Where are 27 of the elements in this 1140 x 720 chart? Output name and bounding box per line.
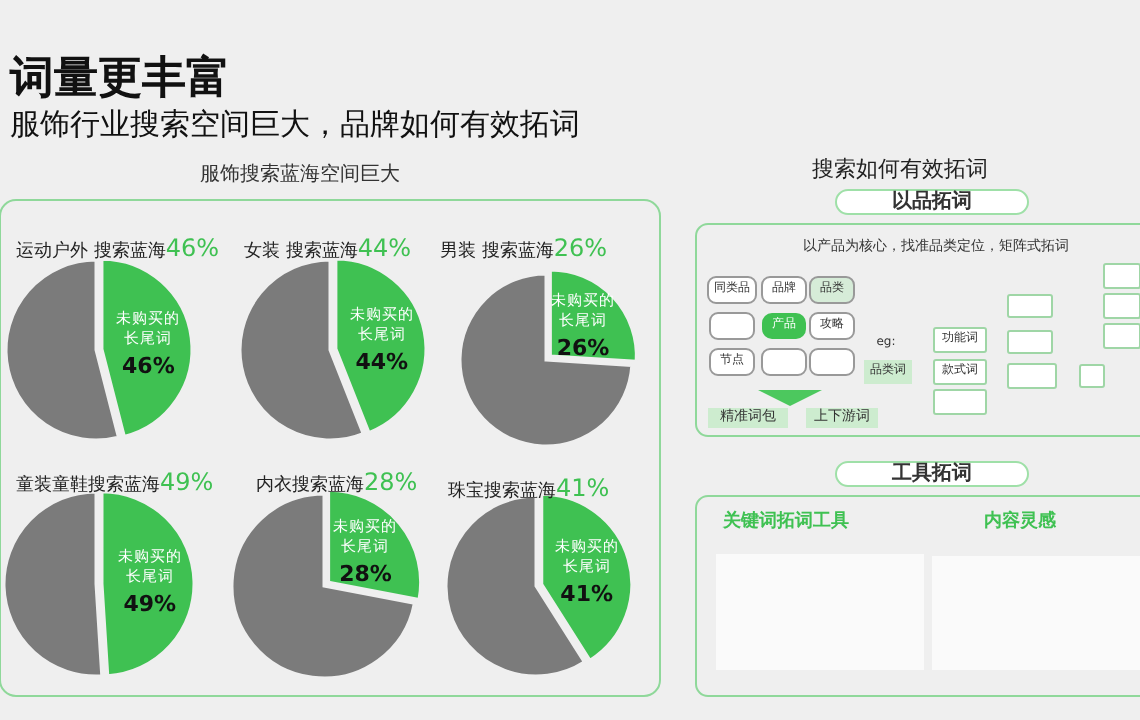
pie-slice bbox=[458, 272, 634, 448]
chart-title: 童装童鞋搜索蓝海 bbox=[16, 476, 160, 496]
chart-subtitle: 44% bbox=[357, 234, 412, 262]
chart-title: 女装 搜索蓝海 bbox=[244, 242, 358, 262]
chart-subtitle: 28% bbox=[364, 468, 418, 496]
text: 内容灵感 bbox=[984, 512, 1056, 534]
chart-title: 内衣搜索蓝海 bbox=[256, 476, 364, 496]
text: 工具拓词 bbox=[892, 463, 972, 485]
chart-title: 男装 搜索蓝海 bbox=[440, 242, 554, 262]
chart-subtitle: 41% bbox=[556, 474, 610, 502]
text: 词量更丰富 bbox=[10, 54, 230, 105]
chart-title: 运动户外 搜索蓝海 bbox=[16, 242, 166, 262]
data-label: 49% bbox=[121, 591, 179, 618]
data-label: 28% bbox=[337, 560, 394, 587]
text: 关键词拓词工具 bbox=[723, 512, 849, 534]
text: 搜索如何有效拓词 bbox=[812, 156, 988, 183]
data-label: 26% bbox=[554, 334, 612, 361]
data-label: 44% bbox=[353, 349, 411, 376]
data-label: 46% bbox=[120, 352, 177, 379]
text: 服饰行业搜索空间巨大，品牌如何有效拓词 bbox=[10, 106, 580, 142]
text: 服饰搜索蓝海空间巨大 bbox=[200, 164, 400, 186]
chart-subtitle: 49% bbox=[160, 468, 214, 496]
chart-subtitle: 26% bbox=[553, 234, 608, 262]
chart-subtitle: 46% bbox=[165, 234, 220, 262]
text: 以品拓词 bbox=[892, 191, 972, 213]
data-label: 41% bbox=[558, 580, 616, 607]
chart-title: 珠宝搜索蓝海 bbox=[448, 482, 556, 502]
